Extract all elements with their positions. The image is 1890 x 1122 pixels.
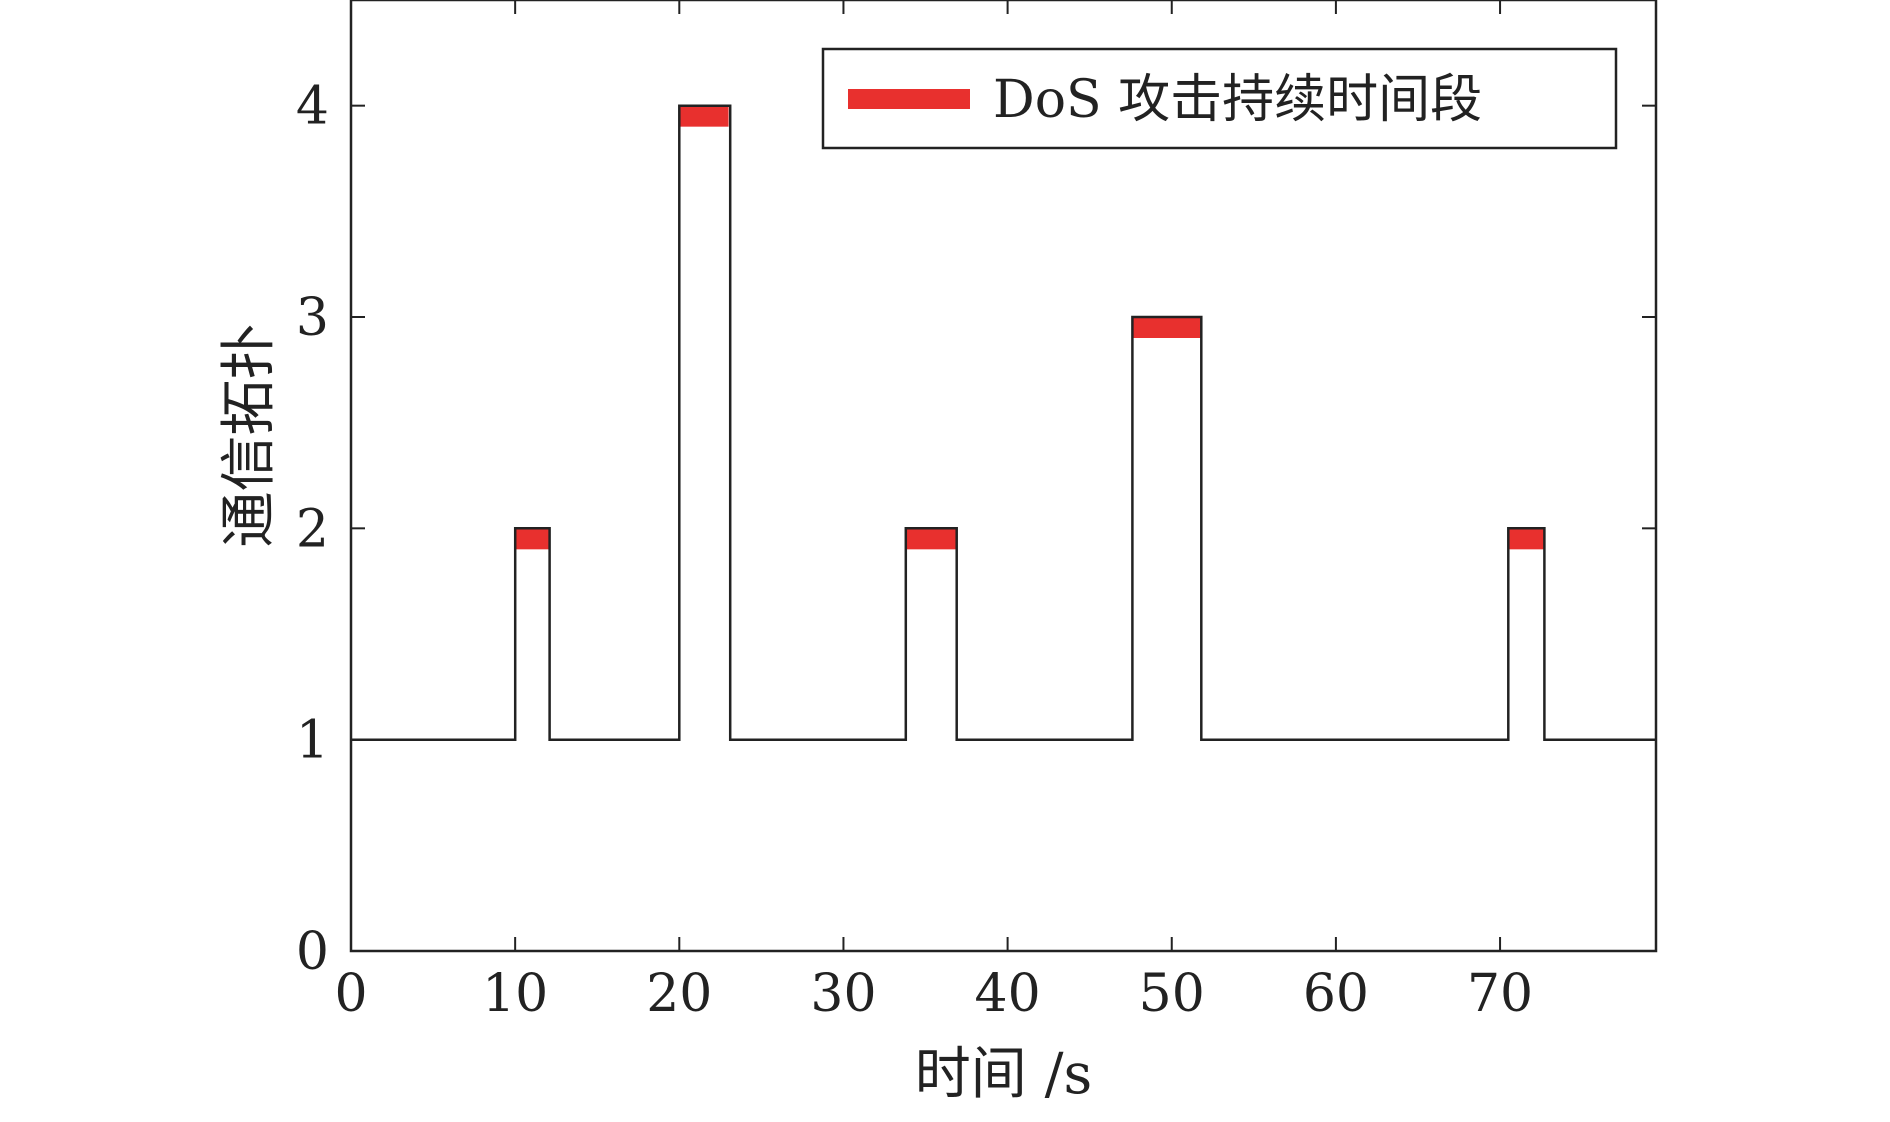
y-tick-label: 0 — [296, 922, 329, 982]
attack-interval-bar-1 — [515, 528, 550, 550]
attack-interval-bar-2 — [679, 105, 729, 127]
plot-frame — [349, 0, 1658, 953]
x-tick-label: 60 — [1303, 964, 1369, 1024]
y-axis-label: 通信拓扑 — [217, 324, 282, 548]
x-tick-label: 30 — [810, 964, 876, 1024]
y-tick-label: 3 — [296, 288, 329, 348]
y-tick-label: 2 — [296, 499, 329, 559]
x-tick-label: 0 — [334, 964, 367, 1024]
attack-interval-bar-3 — [905, 528, 957, 550]
legend: DoS 攻击持续时间段 — [821, 47, 1618, 150]
y-tick-label: 1 — [296, 711, 329, 771]
x-tick-label: 70 — [1467, 964, 1533, 1024]
y-tick-label: 4 — [296, 77, 329, 137]
attack-interval-bar-4 — [1132, 317, 1202, 338]
topology-step-line — [351, 104, 1656, 741]
x-axis-label: 时间 /s — [915, 1042, 1092, 1107]
x-tick-label: 20 — [646, 964, 712, 1024]
x-tick-label: 10 — [482, 964, 548, 1024]
x-tick-label: 40 — [975, 964, 1041, 1024]
x-tick-label: 50 — [1139, 964, 1205, 1024]
attack-interval-bar-5 — [1508, 528, 1545, 550]
legend-swatch-dos-attack — [848, 89, 970, 109]
legend-entry-dos-attack: DoS 攻击持续时间段 — [993, 70, 1482, 130]
